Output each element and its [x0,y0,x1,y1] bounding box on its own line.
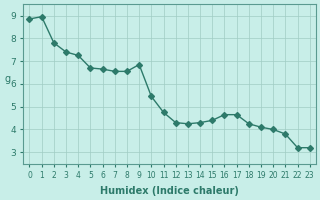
Y-axis label: g: g [4,74,10,84]
X-axis label: Humidex (Indice chaleur): Humidex (Indice chaleur) [100,186,239,196]
